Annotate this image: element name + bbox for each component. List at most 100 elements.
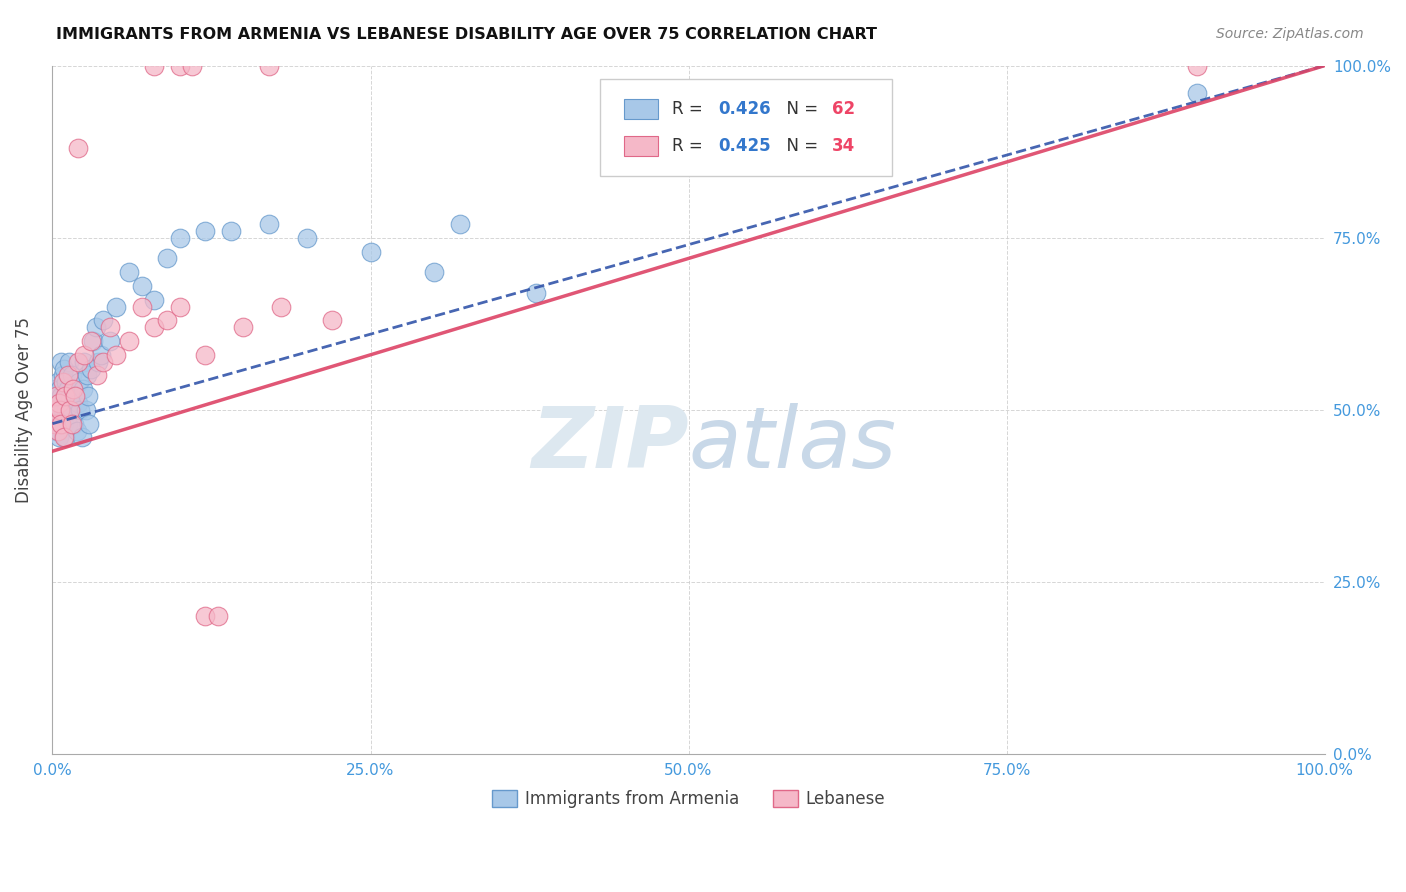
Point [98, 320, 121, 334]
Point [60, 417, 83, 431]
Point [77, 389, 100, 403]
Point [48, 403, 70, 417]
Point [449, 217, 471, 231]
Point [79, 417, 101, 431]
Point [156, 252, 179, 266]
Text: N =: N = [776, 137, 824, 155]
Point [270, 300, 292, 314]
Text: ZIP: ZIP [531, 403, 689, 486]
Point [143, 293, 166, 307]
Point [295, 231, 318, 245]
Point [56, 368, 79, 383]
Point [105, 348, 128, 362]
Point [45, 424, 67, 438]
Point [360, 244, 382, 259]
Point [84, 320, 107, 334]
Point [91, 313, 114, 327]
Point [45, 389, 67, 403]
Legend: Immigrants from Armenia, Lebanese: Immigrants from Armenia, Lebanese [485, 783, 893, 814]
Point [90, 348, 112, 362]
Point [118, 334, 141, 348]
Point [181, 59, 204, 73]
Point [423, 265, 446, 279]
Y-axis label: Disability Age Over 75: Disability Age Over 75 [15, 317, 32, 503]
Point [194, 609, 217, 624]
Point [219, 224, 242, 238]
Point [56, 382, 79, 396]
Text: N =: N = [776, 100, 824, 118]
Point [44, 417, 66, 431]
Point [79, 361, 101, 376]
Point [55, 376, 77, 390]
Point [257, 59, 280, 73]
Point [76, 368, 98, 383]
Point [72, 382, 94, 396]
FancyBboxPatch shape [624, 136, 658, 156]
Point [60, 368, 83, 383]
Point [51, 417, 73, 431]
Point [53, 389, 76, 403]
Text: 0.425: 0.425 [718, 137, 770, 155]
Point [169, 231, 191, 245]
Point [55, 403, 77, 417]
Point [59, 403, 82, 417]
Point [52, 368, 75, 383]
Point [86, 368, 108, 383]
Point [65, 389, 87, 403]
Point [58, 354, 80, 368]
Point [73, 354, 96, 368]
Point [131, 300, 153, 314]
Point [156, 313, 179, 327]
Point [194, 224, 217, 238]
Point [1187, 86, 1209, 100]
Text: Source: ZipAtlas.com: Source: ZipAtlas.com [1216, 27, 1364, 41]
Point [143, 320, 166, 334]
Point [66, 396, 89, 410]
Point [524, 285, 547, 300]
Point [52, 361, 75, 376]
Point [321, 313, 343, 327]
Point [169, 300, 191, 314]
Point [46, 376, 69, 390]
Point [73, 348, 96, 362]
Point [257, 217, 280, 231]
Point [60, 403, 83, 417]
Point [63, 417, 86, 431]
Point [65, 389, 87, 403]
Point [52, 430, 75, 444]
Point [49, 417, 72, 431]
Point [98, 334, 121, 348]
Point [143, 59, 166, 73]
Point [131, 279, 153, 293]
Point [66, 354, 89, 368]
Point [49, 403, 72, 417]
Point [53, 430, 76, 444]
Point [87, 354, 110, 368]
Text: atlas: atlas [689, 403, 897, 486]
Point [59, 389, 82, 403]
Point [79, 334, 101, 348]
Text: IMMIGRANTS FROM ARMENIA VS LEBANESE DISABILITY AGE OVER 75 CORRELATION CHART: IMMIGRANTS FROM ARMENIA VS LEBANESE DISA… [56, 27, 877, 42]
Point [45, 389, 67, 403]
Point [52, 417, 75, 431]
Point [46, 396, 69, 410]
Point [48, 430, 70, 444]
Text: 0.426: 0.426 [718, 100, 770, 118]
Point [65, 424, 87, 438]
Point [82, 334, 104, 348]
Point [232, 320, 254, 334]
Text: 62: 62 [832, 100, 855, 118]
Point [207, 609, 229, 624]
Point [105, 300, 128, 314]
FancyBboxPatch shape [624, 99, 658, 120]
Point [1187, 59, 1209, 73]
FancyBboxPatch shape [599, 79, 893, 176]
Point [53, 389, 76, 403]
Point [51, 389, 73, 403]
Text: 34: 34 [832, 137, 856, 155]
Point [42, 403, 65, 417]
Point [169, 59, 191, 73]
Point [44, 382, 66, 396]
Point [75, 403, 97, 417]
Point [91, 354, 114, 368]
